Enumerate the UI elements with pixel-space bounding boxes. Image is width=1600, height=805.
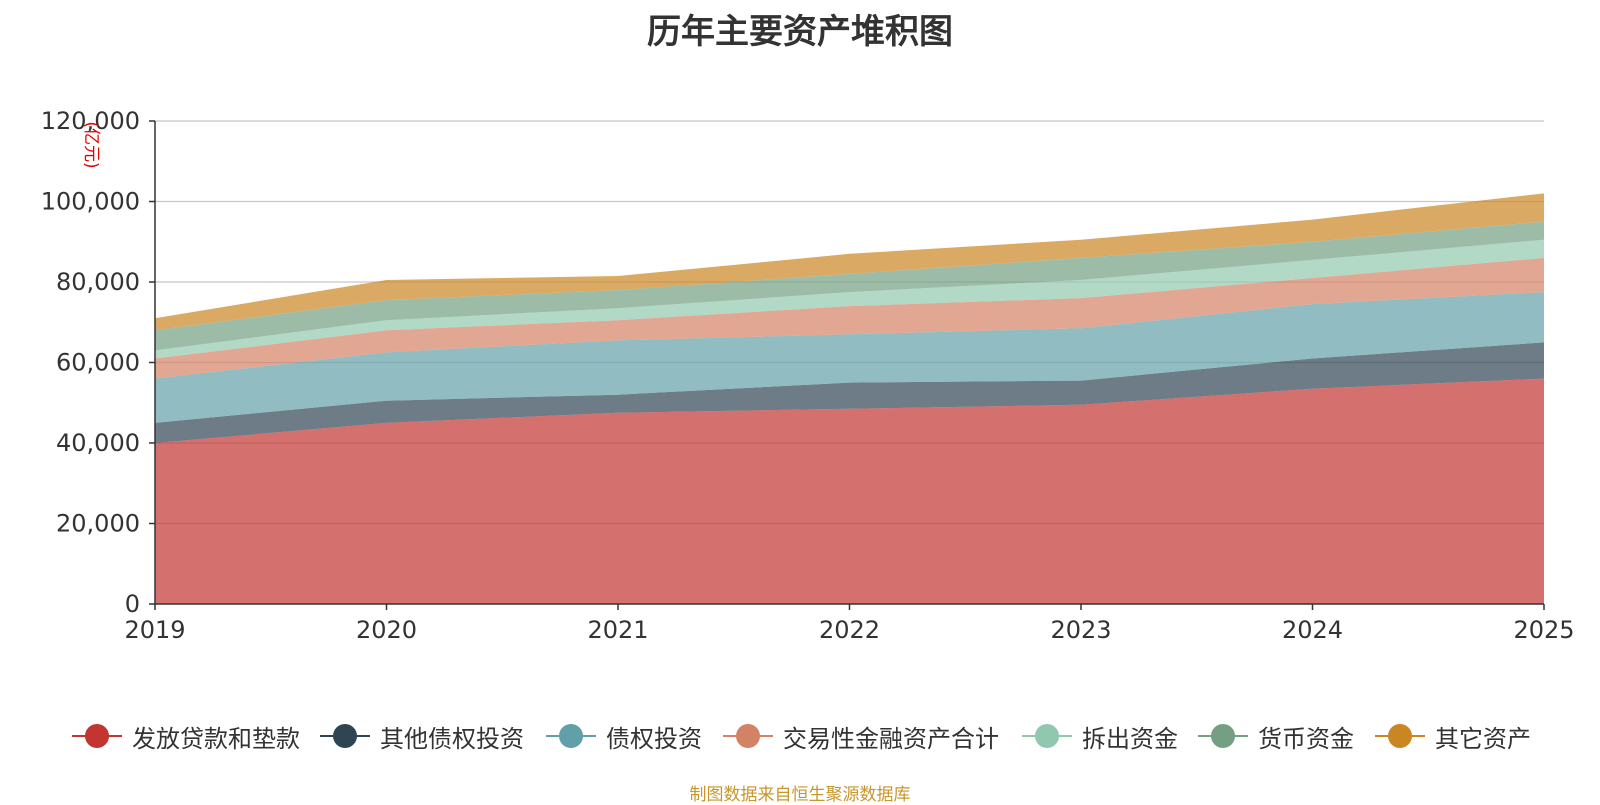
legend-item[interactable]: 其他债权投资 (320, 718, 524, 754)
y-axis-unit-label: (亿元) (81, 121, 101, 168)
area-series-7[interactable] (155, 193, 1544, 331)
chart-title: 历年主要资产堆积图 (647, 12, 953, 52)
area-series-2[interactable] (155, 342, 1544, 443)
area-series-6[interactable] (155, 221, 1544, 351)
legend-marker-icon (1022, 718, 1072, 754)
x-tick-label: 2021 (587, 616, 648, 644)
legend-marker-icon (320, 718, 370, 754)
legend-item[interactable]: 交易性金融资产合计 (723, 718, 999, 754)
legend-item[interactable]: 拆出资金 (1022, 718, 1178, 754)
legend-label: 其它资产 (1435, 724, 1531, 753)
legend-item[interactable]: 债权投资 (546, 718, 702, 754)
x-tick-label: 2022 (819, 616, 880, 644)
x-tick-label: 2023 (1050, 616, 1111, 644)
x-tick-label: 2019 (124, 616, 185, 644)
y-tick-label: 40,000 (56, 429, 140, 457)
x-tick-label: 2024 (1282, 616, 1343, 644)
legend-marker-icon (546, 718, 596, 754)
area-series-5[interactable] (155, 239, 1544, 359)
legend-marker-icon (723, 718, 773, 754)
y-tick-label: 80,000 (56, 268, 140, 296)
legend-label: 货币资金 (1258, 724, 1354, 753)
legend-label: 交易性金融资产合计 (783, 724, 999, 753)
area-series-1[interactable] (155, 378, 1544, 604)
y-tick-label: 120,000 (41, 107, 140, 135)
legend: 发放贷款和垫款 其他债权投资 债权投资 交易性金融资产合计 拆出资金 货币资金 其它资产 (0, 718, 1600, 754)
y-tick-label: 100,000 (41, 188, 140, 216)
y-tick-label: 60,000 (56, 349, 140, 377)
area-series-4[interactable] (155, 257, 1544, 379)
area-series-3[interactable] (155, 292, 1544, 423)
x-tick-label: 2020 (356, 616, 417, 644)
legend-marker-icon (1375, 718, 1425, 754)
legend-label: 债权投资 (606, 724, 702, 753)
legend-marker-icon (72, 718, 122, 754)
legend-item[interactable]: 货币资金 (1198, 718, 1354, 754)
legend-label: 拆出资金 (1082, 724, 1178, 753)
y-tick-label: 0 (125, 590, 140, 618)
legend-marker-icon (1198, 718, 1248, 754)
data-source-note: 制图数据来自恒生聚源数据库 (689, 785, 911, 805)
tick-labels: 0 20,000 40,000 60,000 80,000 100,000 120,000 2… (41, 107, 1575, 644)
legend-item[interactable]: 其它资产 (1375, 718, 1531, 754)
x-tick-label: 2025 (1513, 616, 1574, 644)
y-tick-label: 20,000 (56, 510, 140, 538)
legend-label: 发放贷款和垫款 (132, 724, 300, 753)
legend-item[interactable]: 发放贷款和垫款 (72, 718, 300, 754)
legend-label: 其他债权投资 (380, 724, 524, 753)
area-series-group (155, 193, 1544, 604)
